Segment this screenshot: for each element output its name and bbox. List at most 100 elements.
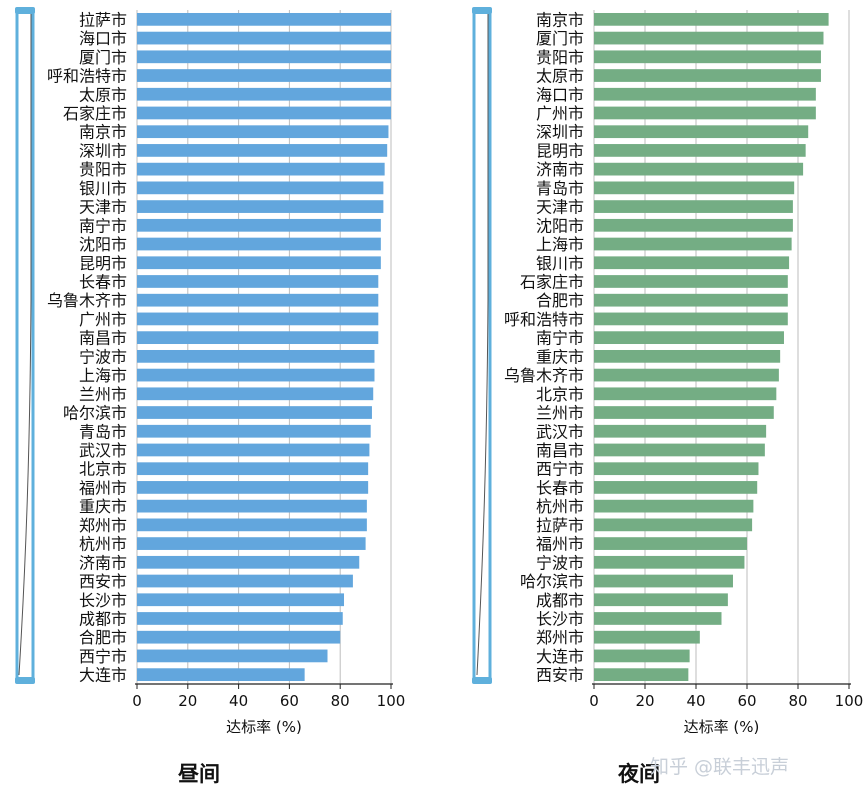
category-label-5: 广州市 xyxy=(536,104,584,123)
bar-26 xyxy=(594,499,754,513)
night-caption: 夜间 xyxy=(618,762,660,786)
tick-label-4: 80 xyxy=(331,692,350,710)
bar-21 xyxy=(137,406,372,419)
bar-5 xyxy=(137,106,391,120)
bar-26 xyxy=(137,499,367,513)
category-label-33: 郑州市 xyxy=(536,628,584,647)
bar-11 xyxy=(594,218,793,232)
bar-33 xyxy=(137,630,341,644)
bar-35 xyxy=(594,668,689,682)
bar-27 xyxy=(594,518,753,532)
bar-1 xyxy=(594,31,824,45)
bar-16 xyxy=(137,312,379,326)
category-label-24: 西宁市 xyxy=(536,460,584,479)
left-scroll-slider[interactable] xyxy=(15,7,35,684)
category-label-11: 沈阳市 xyxy=(536,216,584,235)
category-label-21: 兰州市 xyxy=(536,404,584,423)
category-label-1: 厦门市 xyxy=(536,29,584,48)
bar-23 xyxy=(594,443,765,457)
category-label-14: 长春市 xyxy=(79,272,127,291)
bar-20 xyxy=(137,387,374,401)
category-label-31: 长沙市 xyxy=(79,591,127,610)
bar-5 xyxy=(594,106,816,120)
night-chart: 南京市厦门市贵阳市太原市海口市广州市深圳市昆明市济南市青岛市天津市沈阳市上海市银… xyxy=(504,10,863,736)
bar-15 xyxy=(137,293,379,307)
category-label-34: 大连市 xyxy=(536,647,584,666)
bar-3 xyxy=(137,69,391,82)
bar-34 xyxy=(594,649,690,663)
tick-label-1: 20 xyxy=(635,692,654,710)
category-label-19: 上海市 xyxy=(79,366,127,385)
bar-23 xyxy=(137,443,370,457)
bar-0 xyxy=(137,12,391,26)
bar-29 xyxy=(137,555,360,569)
bar-31 xyxy=(137,593,345,607)
tick-label-4: 80 xyxy=(788,692,807,710)
category-label-13: 银川市 xyxy=(536,254,584,273)
bar-30 xyxy=(137,574,353,588)
bar-4 xyxy=(594,87,816,101)
bar-12 xyxy=(137,237,381,251)
bar-10 xyxy=(137,200,384,213)
bar-24 xyxy=(137,462,369,476)
category-label-24: 北京市 xyxy=(79,460,127,479)
category-label-4: 太原市 xyxy=(79,85,127,104)
bar-12 xyxy=(594,237,792,251)
category-label-2: 厦门市 xyxy=(79,48,127,67)
category-label-0: 南京市 xyxy=(536,10,584,29)
bar-33 xyxy=(594,630,700,644)
tick-label-2: 40 xyxy=(686,692,705,710)
category-label-14: 石家庄市 xyxy=(520,272,584,291)
bar-2 xyxy=(137,50,391,64)
category-label-8: 贵阳市 xyxy=(79,160,127,179)
category-label-3: 太原市 xyxy=(536,67,584,86)
category-label-18: 宁波市 xyxy=(79,347,127,366)
bar-27 xyxy=(137,518,367,532)
category-label-22: 青岛市 xyxy=(79,422,127,441)
bar-6 xyxy=(594,125,809,139)
bar-25 xyxy=(137,481,369,494)
category-label-30: 哈尔滨市 xyxy=(520,572,584,591)
bar-19 xyxy=(137,368,375,382)
bar-11 xyxy=(137,218,381,232)
tick-label-3: 60 xyxy=(737,692,756,710)
category-label-10: 天津市 xyxy=(79,198,127,217)
category-label-29: 宁波市 xyxy=(536,553,584,572)
category-label-31: 成都市 xyxy=(536,591,584,610)
bar-35 xyxy=(137,668,305,682)
bar-8 xyxy=(137,162,385,176)
category-label-15: 合肥市 xyxy=(536,291,584,310)
watermark: 知乎 @联丰迅声 xyxy=(650,756,790,778)
category-label-16: 呼和浩特市 xyxy=(504,310,584,329)
category-label-20: 兰州市 xyxy=(79,385,127,404)
bar-1 xyxy=(137,31,391,45)
category-label-15: 乌鲁木齐市 xyxy=(47,291,127,310)
bar-18 xyxy=(594,349,781,363)
x-axis-title: 达标率 (%) xyxy=(684,718,760,736)
category-label-11: 南宁市 xyxy=(79,216,127,235)
category-label-0: 拉萨市 xyxy=(79,10,127,29)
right-scroll-slider[interactable] xyxy=(472,7,492,684)
bar-18 xyxy=(137,349,375,363)
bar-2 xyxy=(594,50,821,64)
category-label-7: 昆明市 xyxy=(536,141,584,160)
category-label-27: 拉萨市 xyxy=(536,516,584,535)
category-label-28: 福州市 xyxy=(536,535,584,554)
category-label-18: 重庆市 xyxy=(536,347,584,366)
bar-3 xyxy=(594,69,821,82)
category-label-27: 郑州市 xyxy=(79,516,127,535)
bar-24 xyxy=(594,462,759,476)
bar-16 xyxy=(594,312,788,326)
category-label-29: 济南市 xyxy=(79,553,127,572)
bar-6 xyxy=(137,125,389,139)
bar-7 xyxy=(594,144,806,157)
bar-17 xyxy=(137,331,379,345)
x-axis-title: 达标率 (%) xyxy=(226,718,302,736)
bar-28 xyxy=(137,537,366,550)
category-label-13: 昆明市 xyxy=(79,254,127,273)
category-label-12: 上海市 xyxy=(536,235,584,254)
bar-21 xyxy=(594,406,774,419)
tick-label-3: 60 xyxy=(280,692,299,710)
category-label-34: 西宁市 xyxy=(79,647,127,666)
